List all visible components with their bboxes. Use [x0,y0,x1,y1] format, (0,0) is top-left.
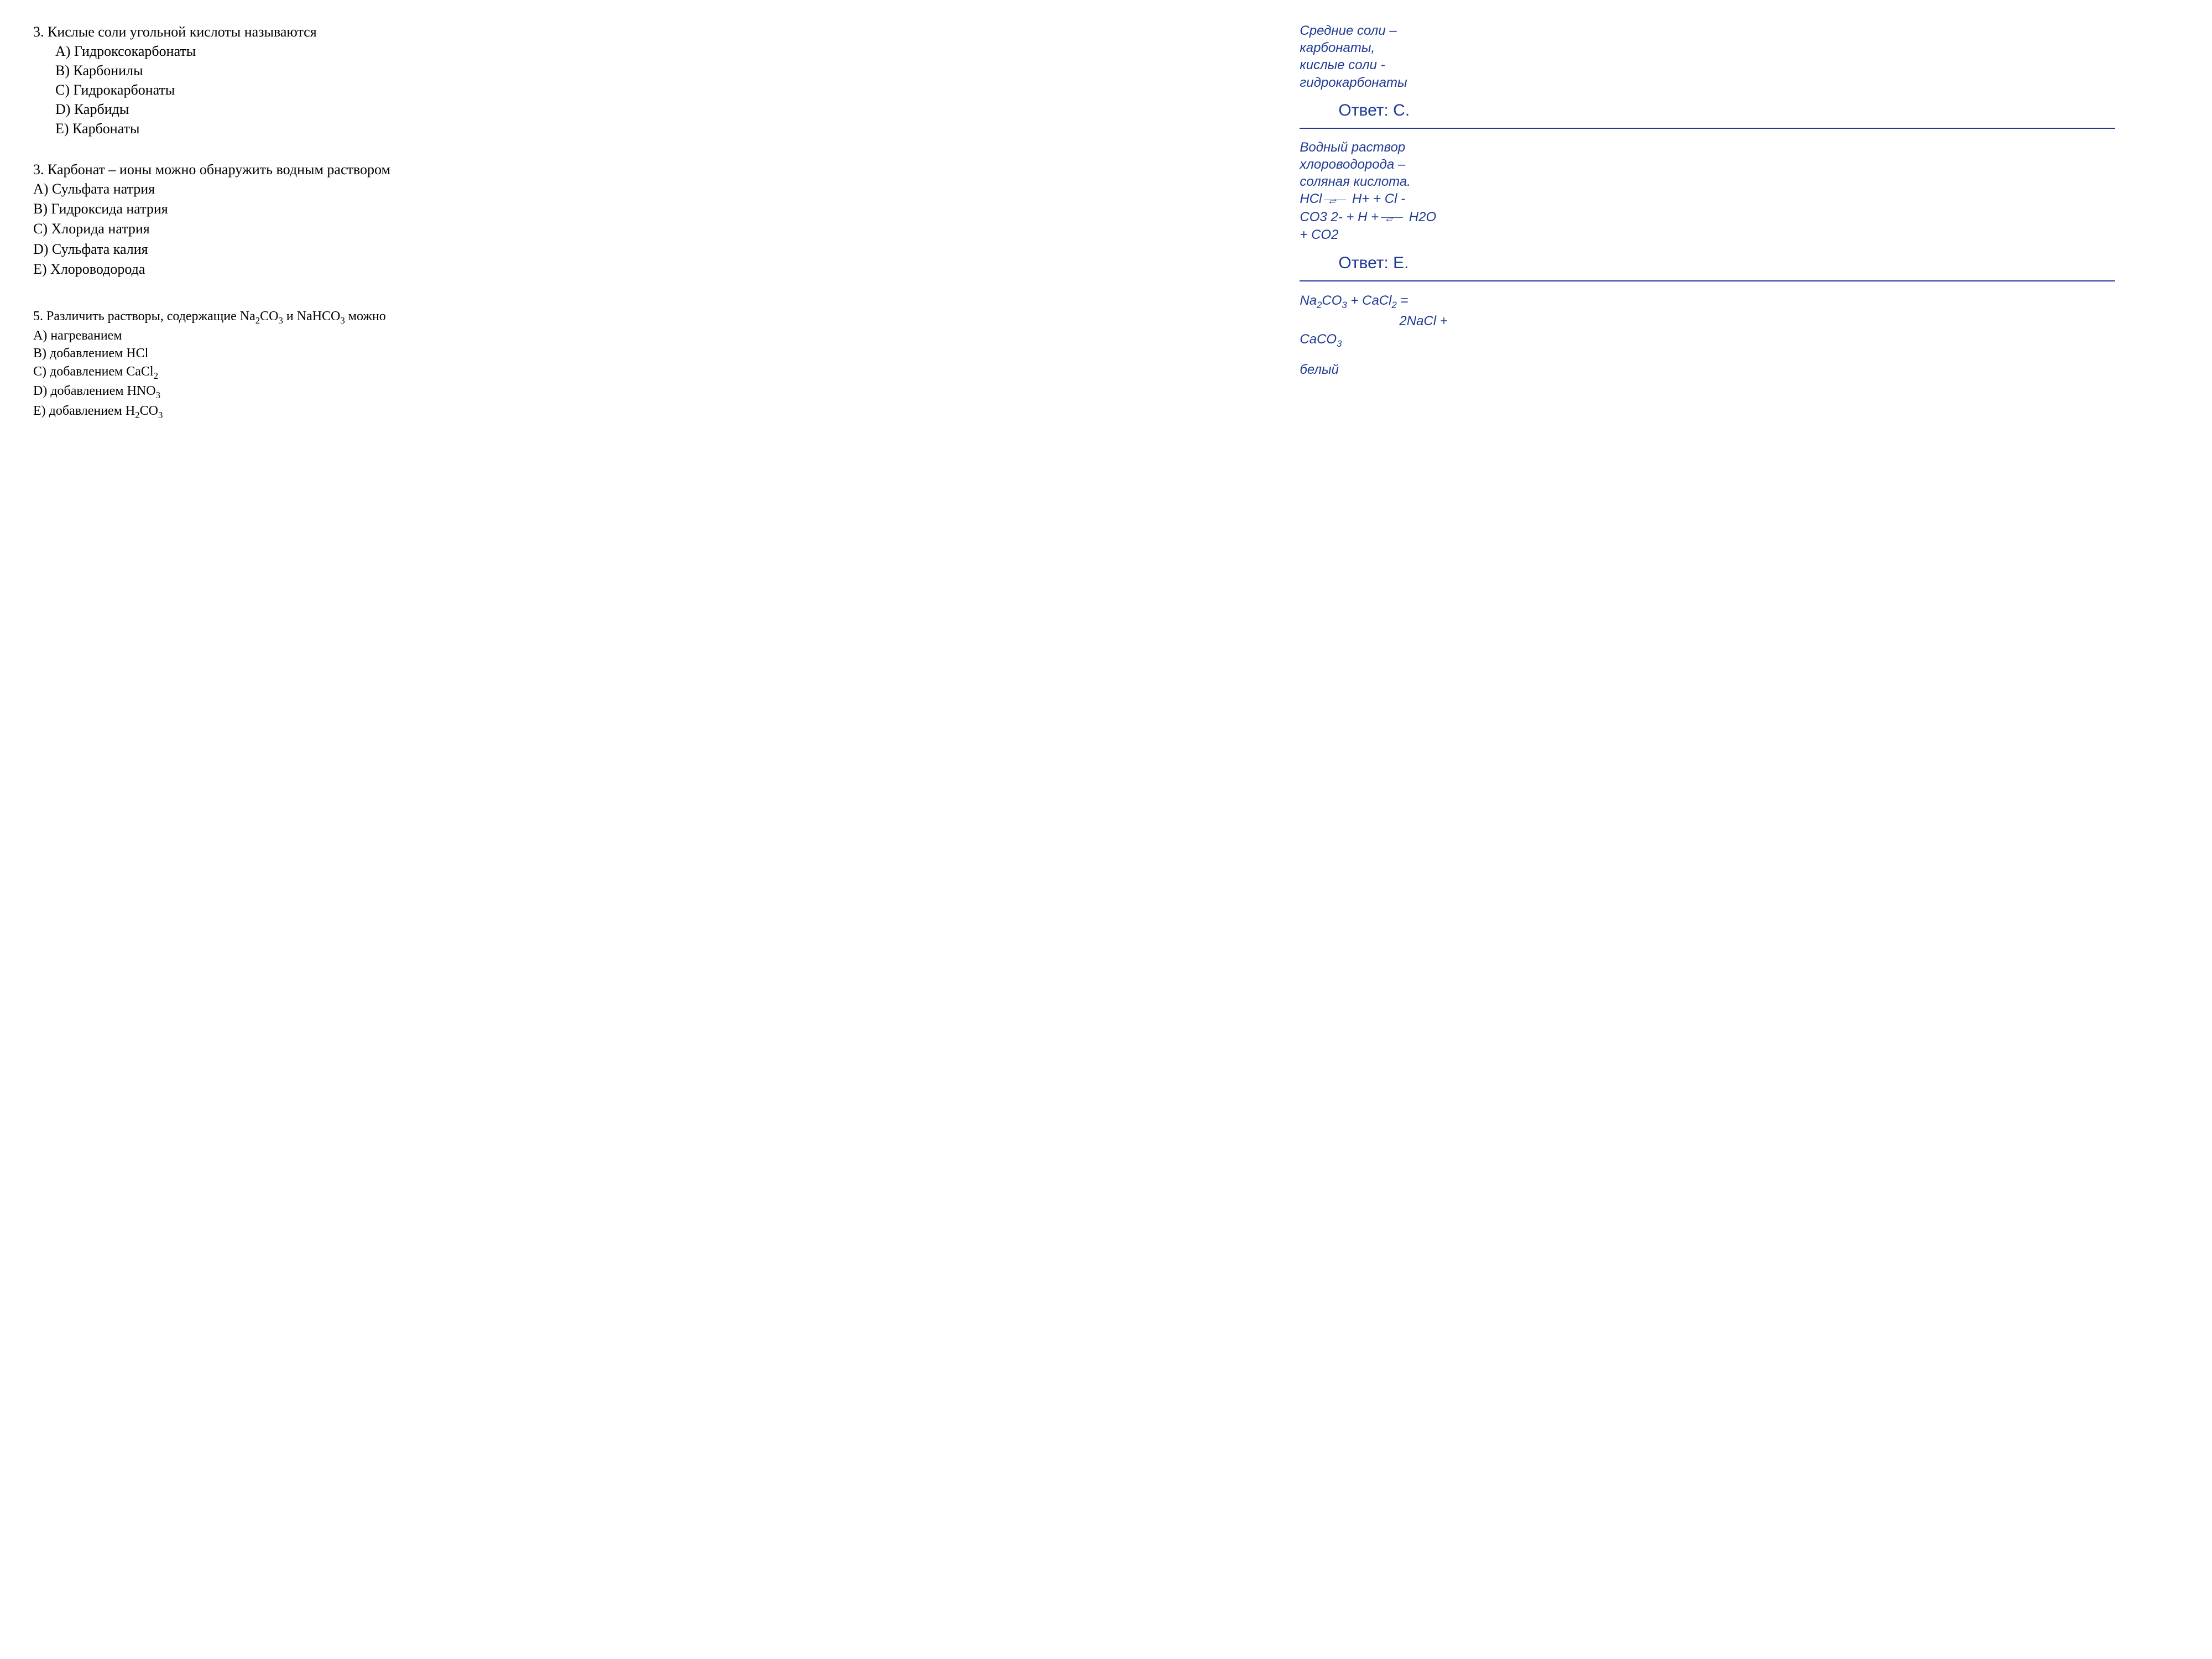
explanation-2: Водный раствор хлороводорода – соляная к… [1300,139,2115,282]
q3a-option-b: B) Карбонилы [55,61,1277,80]
expl2-eq2: CO3 2- + H +→← H2O [1300,208,2115,226]
answer-2: Ответ: Е. [1300,254,2115,273]
expl3-line2: 2NaCl + [1300,312,2115,331]
expl2-eq1: HCl→← H+ + Cl - [1300,190,2115,208]
q5-prompt-mid1: CO [260,309,278,324]
eq2-left: CO3 2- + H + [1300,210,1379,225]
explanation-3: Na2CO3 + CaCl2 = 2NaCl + CaCO3 белый [1300,291,2115,379]
expl2-line1: Водный раствор [1300,139,2115,156]
q3b-option-e: E) Хлороводорода [33,259,1277,279]
question-5: 5. Различить растворы, содержащие Na2CO3… [33,307,1277,422]
f1d: = [1397,293,1408,308]
eq1-left: HCl [1300,191,1322,206]
q5-opte-mid: CO [140,404,158,418]
q5-option-a: A) нагреванием [33,327,1277,345]
eq2-right: H2O [1405,210,1436,225]
annotations-column: Средние соли – карбонаты, кислые соли - … [1300,22,2115,421]
question-3a: 3. Кислые соли угольной кислоты называют… [33,22,1277,139]
q3a-option-d: D) Карбиды [55,100,1277,119]
q3b-option-a: A) Сульфата натрия [33,179,1277,199]
q5-option-b: B) добавлением HCl [33,345,1277,362]
f1b: CO [1322,293,1342,308]
expl3-line1: Na2CO3 + CaCl2 = [1300,291,2115,311]
q5-option-c: C) добавлением CaCl2 [33,363,1277,382]
eq1-right: H+ + Cl - [1348,191,1405,206]
q3b-option-d: D) Сульфата калия [33,239,1277,259]
q3a-options: A) Гидроксокарбонаты B) Карбонилы C) Гид… [33,41,1277,138]
q3b-option-b: B) Гидроксида натрия [33,199,1277,219]
q3a-option-c: C) Гидрокарбонаты [55,80,1277,100]
divider-1 [1300,128,2115,129]
question-3b: 3. Карбонат – ионы можно обнаружить водн… [33,160,1277,280]
expl2-line2: хлороводорода – [1300,156,2115,173]
expl1-line4: гидрокарбонаты [1300,74,2115,91]
expl3-formula: Na2CO3 + CaCl2 = 2NaCl + CaCO3 белый [1300,291,2115,379]
q5-prompt-post: можно [345,309,386,324]
expl1-line1: Средние соли – [1300,22,2115,39]
explanation-1: Средние соли – карбонаты, кислые соли - … [1300,22,2115,129]
questions-column: 3. Кислые соли угольной кислоты называют… [33,22,1277,421]
q5-prompt: 5. Различить растворы, содержащие Na2CO3… [33,307,1277,327]
q5-opte-pre: E) добавлением H [33,404,135,418]
f1c: + CaCl [1347,293,1392,308]
q3a-option-e: E) Карбонаты [55,119,1277,138]
f3a: CaCO [1300,332,1337,347]
q3a-option-a: A) Гидроксокарбонаты [55,41,1277,61]
q5-prompt-mid2: и NaHCO [283,309,341,324]
f1a: Na [1300,293,1317,308]
q5-optd-pre: D) добавлением HNO [33,384,156,398]
expl2-line3: соляная кислота. [1300,173,2115,190]
q3b-option-c: C) Хлорида натрия [33,219,1277,239]
q5-prompt-pre: 5. Различить растворы, содержащие Na [33,309,255,324]
expl3-line4: белый [1300,361,2115,379]
q3a-prompt: 3. Кислые соли угольной кислоты называют… [33,22,1277,41]
q5-option-d: D) добавлением HNO3 [33,382,1277,401]
divider-2 [1300,280,2115,281]
expl1-line3: кислые соли - [1300,56,2115,74]
expl2-eq2-cont: + CO2 [1300,226,2115,244]
expl1-line2: карбонаты, [1300,39,2115,56]
q5-option-e: E) добавлением H2CO3 [33,402,1277,421]
answer-1: Ответ: С. [1300,101,2115,120]
expl3-line3: CaCO3 [1300,330,2115,350]
q5-optc-pre: C) добавлением CaCl [33,364,154,379]
q3b-prompt: 3. Карбонат – ионы можно обнаружить водн… [33,160,1277,179]
